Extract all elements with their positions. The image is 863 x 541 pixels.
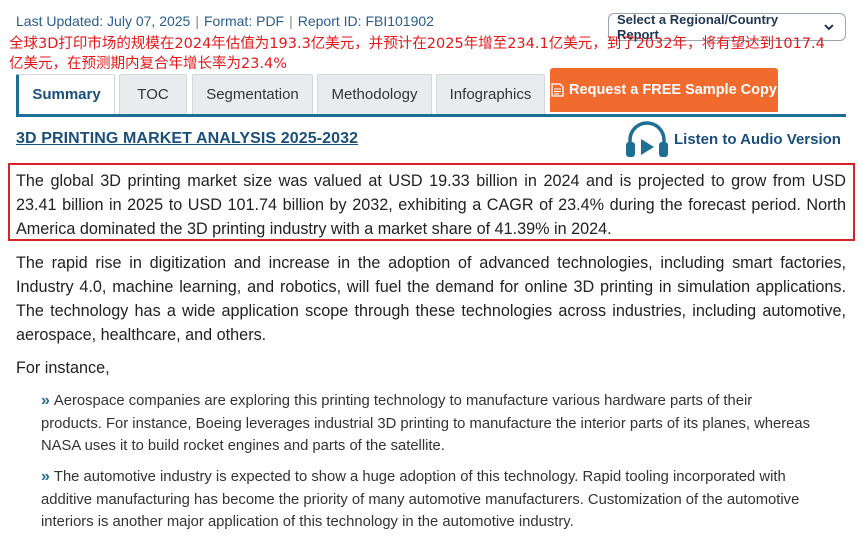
tab-label: Infographics xyxy=(449,86,532,103)
section-title: 3D PRINTING MARKET ANALYSIS 2025-2032 xyxy=(16,130,359,147)
meta-separator: | xyxy=(195,13,199,29)
meta-separator: | xyxy=(289,13,293,29)
region-select-value: Select a Regional/Country Report xyxy=(617,12,779,42)
bullet-text: The automotive industry is expected to s… xyxy=(41,469,800,530)
intro-paragraph: The rapid rise in digitization and incre… xyxy=(16,254,846,344)
tab-label: Summary xyxy=(32,86,101,103)
market-overview-paragraph: The global 3D printing market size was v… xyxy=(16,172,846,238)
region-report-select[interactable]: Select a Regional/Country Report xyxy=(608,12,846,42)
document-icon xyxy=(551,83,564,97)
headphones-play-icon xyxy=(626,121,668,157)
double-chevron-right-icon: » xyxy=(41,392,50,409)
double-chevron-right-icon: » xyxy=(41,468,50,485)
tab-label: Methodology xyxy=(331,86,418,103)
key-stats-highlight-box xyxy=(8,163,855,241)
tab-segmentation[interactable]: Segmentation xyxy=(192,74,313,114)
report-format: Format: PDF xyxy=(203,13,285,29)
report-tabs: Summary TOC Segmentation Methodology Inf… xyxy=(16,68,846,117)
tab-methodology[interactable]: Methodology xyxy=(317,74,432,114)
tab-label: TOC xyxy=(137,86,169,103)
request-sample-button[interactable]: Request a FREE Sample Copy xyxy=(550,68,778,112)
last-updated: Last Updated: July 07, 2025 xyxy=(16,13,191,29)
chevron-down-icon xyxy=(824,24,834,31)
audio-label: Listen to Audio Version xyxy=(674,130,841,148)
for-instance-text: For instance, xyxy=(16,359,110,377)
chinese-summary-note: 全球3D打印市场的规模在2024年估值为193.3亿美元，并预计在2025年增至… xyxy=(9,36,825,72)
list-item: » The automotive industry is expected to … xyxy=(41,466,816,534)
listen-audio-button[interactable]: Listen to Audio Version xyxy=(624,118,841,160)
request-sample-label: Request a FREE Sample Copy xyxy=(569,82,777,98)
report-id: Report ID: FBI101902 xyxy=(297,13,434,29)
tab-label: Segmentation xyxy=(206,86,299,103)
list-item: » Aerospace companies are exploring this … xyxy=(41,390,816,458)
report-meta: Last Updated: July 07, 2025 | Format: PDF |… xyxy=(16,13,434,29)
tab-summary[interactable]: Summary xyxy=(16,74,115,114)
bullet-text: Aerospace companies are exploring this p… xyxy=(41,393,811,454)
tab-toc[interactable]: TOC xyxy=(119,74,187,114)
tab-infographics[interactable]: Infographics xyxy=(436,74,545,114)
